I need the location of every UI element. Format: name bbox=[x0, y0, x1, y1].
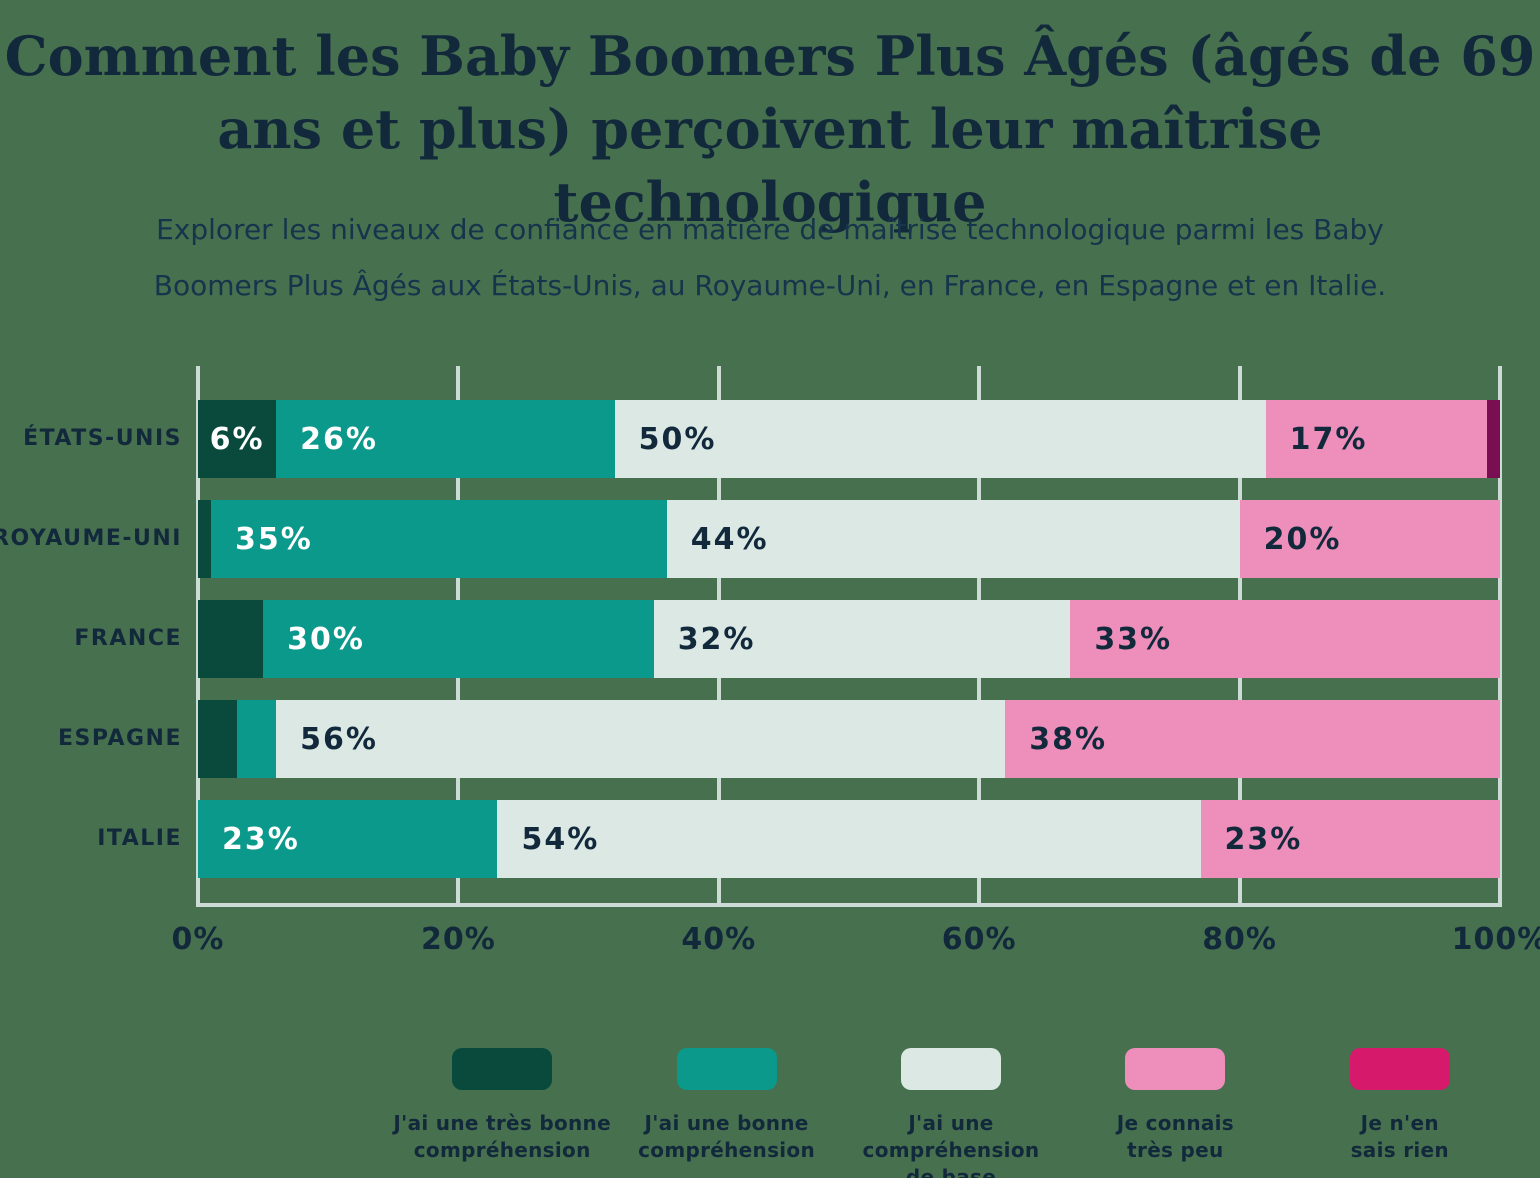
bar-segment: 38% bbox=[1005, 700, 1500, 778]
x-axis-tick-label: 40% bbox=[681, 922, 757, 957]
legend-swatch bbox=[452, 1048, 553, 1090]
bar-value-label: 35% bbox=[235, 521, 313, 557]
bar-segment: 33% bbox=[1070, 600, 1500, 678]
page-title: Comment les Baby Boomers Plus Âgés (âgés… bbox=[4, 24, 1536, 234]
legend: J'ai une très bonne compréhension J'ai un… bbox=[390, 1048, 1512, 1178]
category-label: ROYAUME-UNI bbox=[0, 526, 182, 551]
bar-value-label: 6% bbox=[209, 421, 265, 457]
bar-row: 56% 38% bbox=[198, 700, 1500, 778]
page-subtitle: Explorer les niveaux de confiance en mat… bbox=[153, 213, 1387, 302]
bar-segment bbox=[237, 700, 277, 778]
category-label: ESPAGNE bbox=[57, 726, 182, 751]
bar-value-label: 44% bbox=[690, 521, 769, 557]
legend-label: Je connais très peu bbox=[1116, 1111, 1235, 1162]
bar-segment: 20% bbox=[1239, 500, 1500, 578]
bar-segment bbox=[198, 500, 212, 578]
bar-segment bbox=[198, 600, 264, 678]
x-axis-baseline bbox=[196, 903, 1500, 907]
x-axis-tick-label: 0% bbox=[171, 922, 225, 957]
legend-item: J'ai une bonne compréhension bbox=[614, 1048, 838, 1178]
bar-segment: 30% bbox=[263, 600, 654, 678]
x-axis-tick-label: 80% bbox=[1202, 922, 1277, 957]
category-label: FRANCE bbox=[74, 626, 182, 651]
bar-value-label: 17% bbox=[1289, 421, 1368, 457]
bar-row: 23% 54% 23% bbox=[198, 800, 1500, 878]
bar-segment: 32% bbox=[653, 600, 1071, 678]
x-axis-tick-label: 20% bbox=[420, 922, 496, 957]
bar-value-label: 56% bbox=[300, 721, 378, 757]
category-label: ITALIE bbox=[97, 826, 182, 851]
bar-row: 6% 26% 50% 17% bbox=[198, 400, 1500, 478]
bar-value-label: 54% bbox=[521, 821, 600, 857]
gridline bbox=[1498, 366, 1502, 907]
legend-swatch bbox=[676, 1048, 777, 1090]
legend-item: Je connais très peu bbox=[1063, 1048, 1287, 1178]
bar-segment: 54% bbox=[497, 800, 1201, 878]
legend-swatch bbox=[1125, 1048, 1226, 1090]
bar-value-label: 20% bbox=[1263, 521, 1342, 557]
legend-swatch bbox=[1349, 1048, 1450, 1090]
bar-segment: 26% bbox=[276, 400, 615, 478]
x-axis-tick-label: 100% bbox=[1451, 922, 1540, 957]
bar-value-label: 38% bbox=[1029, 721, 1108, 757]
bar-segment bbox=[1486, 400, 1500, 478]
bar-row: 30% 32% 33% bbox=[198, 600, 1500, 678]
bar-value-label: 30% bbox=[287, 621, 365, 657]
bar-segment: 56% bbox=[276, 700, 1006, 778]
bar-value-label: 23% bbox=[222, 821, 300, 857]
bar-segment bbox=[198, 700, 238, 778]
bar-segment: 23% bbox=[1200, 800, 1500, 878]
bar-segment: 17% bbox=[1265, 400, 1487, 478]
legend-item: J'ai une compréhension de base bbox=[839, 1048, 1063, 1178]
x-axis-tick-label: 60% bbox=[941, 922, 1017, 957]
legend-label: Je n'en sais rien bbox=[1350, 1111, 1449, 1162]
bar-value-label: 23% bbox=[1224, 821, 1303, 857]
bar-value-label: 33% bbox=[1094, 621, 1173, 657]
bar-value-label: 50% bbox=[638, 421, 717, 457]
legend-item: J'ai une très bonne compréhension bbox=[390, 1048, 614, 1178]
plot-area: 6% 26% 50% 17% 35% 44% 20% 30% 32% 33% 56% 38% 23% 54… bbox=[196, 366, 1502, 907]
bar-segment: 35% bbox=[211, 500, 667, 578]
bar-value-label: 32% bbox=[677, 621, 756, 657]
legend-label: J'ai une bonne compréhension bbox=[638, 1111, 816, 1162]
bar-segment: 23% bbox=[198, 800, 498, 878]
bar-segment: 50% bbox=[614, 400, 1266, 478]
legend-label: J'ai une compréhension de base bbox=[862, 1111, 1040, 1178]
bar-row: 35% 44% 20% bbox=[198, 500, 1500, 578]
category-label: ÉTATS-UNIS bbox=[23, 426, 182, 451]
bar-segment: 44% bbox=[666, 500, 1240, 578]
bar-value-label: 26% bbox=[300, 421, 378, 457]
legend-item: Je n'en sais rien bbox=[1288, 1048, 1512, 1178]
legend-label: J'ai une très bonne compréhension bbox=[393, 1111, 611, 1162]
legend-swatch bbox=[900, 1048, 1001, 1090]
bar-segment: 6% bbox=[198, 400, 277, 478]
